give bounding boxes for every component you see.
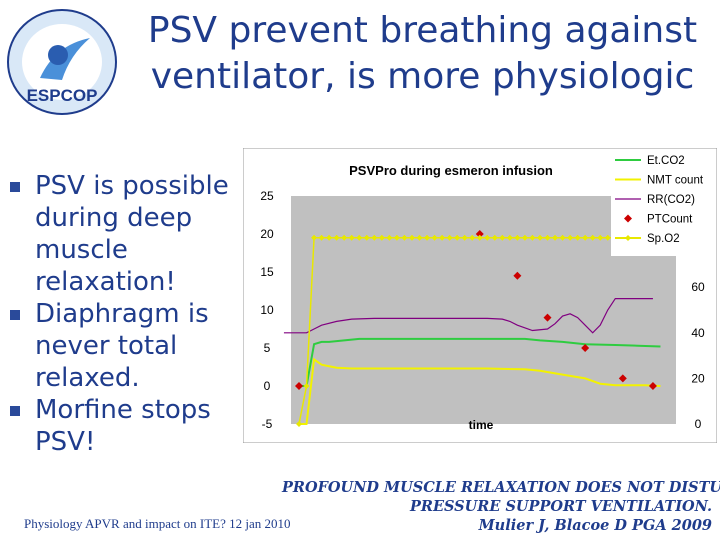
data-point-marker <box>333 234 340 241</box>
legend-label: PTCount <box>647 214 693 226</box>
data-point-marker <box>491 234 498 241</box>
y2-tick-label: 20 <box>691 371 705 385</box>
footer-text: Physiology APVR and impact on ITE? 12 ja… <box>24 516 291 531</box>
x-axis-label: time <box>469 418 494 432</box>
caption-line-2: PRESSURE SUPPORT VENTILATION. <box>410 498 712 515</box>
y-tick-label: 10 <box>260 303 274 317</box>
data-point-marker <box>378 234 385 241</box>
bullet-square-icon <box>10 310 20 320</box>
legend-swatch <box>624 214 632 223</box>
data-point-marker <box>506 234 513 241</box>
data-point-marker <box>393 234 400 241</box>
data-point-marker <box>559 234 566 241</box>
legend-label: RR(CO2) <box>647 194 695 206</box>
psv-chart: PSVPro during esmeron infusion time 25 20… <box>243 148 717 443</box>
data-point-marker <box>416 234 423 241</box>
bullet-square-icon <box>10 406 20 416</box>
data-point-marker <box>581 344 590 352</box>
data-point-marker <box>521 234 528 241</box>
data-point-marker <box>296 421 302 427</box>
caption-line-1: PROFOUND MUSCLE RELAXATION DOES NOT DIST… <box>282 479 720 496</box>
data-point-marker <box>475 230 484 238</box>
data-point-marker <box>454 234 461 241</box>
data-point-marker <box>469 234 476 241</box>
y2-tick-label: 60 <box>691 280 705 294</box>
legend-label: Et.CO2 <box>647 155 685 167</box>
series-line-1 <box>299 357 661 425</box>
bullet-text: Diaphragm is never total relaxed. <box>35 299 209 393</box>
data-point-marker <box>484 234 491 241</box>
title-line-1: PSV prevent breathing against <box>147 10 698 51</box>
chart-title: PSVPro during esmeron infusion <box>349 163 553 178</box>
data-point-marker <box>461 234 468 241</box>
data-point-marker <box>386 234 393 241</box>
data-point-marker <box>544 234 551 241</box>
data-point-marker <box>476 234 483 241</box>
data-point-marker <box>303 383 310 389</box>
espcop-logo: ESPCOP <box>7 9 117 115</box>
data-point-marker <box>341 234 348 241</box>
data-point-marker <box>424 234 431 241</box>
series-line-2 <box>283 298 653 334</box>
data-point-marker <box>439 234 446 241</box>
logo-text: ESPCOP <box>27 86 98 105</box>
data-point-marker <box>356 234 363 241</box>
caption: PROFOUND MUSCLE RELAXATION DOES NOT DIST… <box>282 478 720 535</box>
bullet-item: Morfine stops PSV! <box>10 394 235 458</box>
data-point-marker <box>567 234 574 241</box>
data-point-marker <box>536 234 543 241</box>
y2-tick-label: 0 <box>695 417 702 431</box>
data-point-marker <box>589 234 596 241</box>
bullet-item: Diaphragm is never total relaxed. <box>10 298 235 394</box>
data-point-marker <box>446 234 453 241</box>
data-point-marker <box>363 234 370 241</box>
data-point-marker <box>514 234 521 241</box>
bullet-text: PSV is possible during deep muscle relax… <box>35 171 229 297</box>
bullet-item: PSV is possible during deep muscle relax… <box>10 170 235 298</box>
y2-tick-label: 40 <box>691 326 705 340</box>
data-point-marker <box>618 374 627 383</box>
data-point-marker <box>311 234 318 241</box>
y-tick-label: 25 <box>260 189 274 203</box>
data-point-marker <box>604 234 611 241</box>
y-tick-label: 20 <box>260 227 274 241</box>
data-point-marker <box>513 271 522 280</box>
data-point-marker <box>648 382 657 390</box>
data-point-marker <box>582 234 589 241</box>
data-point-marker <box>401 234 408 241</box>
data-point-marker <box>574 234 581 241</box>
data-point-marker <box>318 234 325 241</box>
data-point-marker <box>597 234 604 241</box>
data-point-marker <box>326 234 333 241</box>
data-point-marker <box>408 234 415 241</box>
y-tick-label: 5 <box>264 341 271 355</box>
bullet-list: PSV is possible during deep muscle relax… <box>10 170 235 458</box>
data-point-marker <box>499 234 506 241</box>
data-point-marker <box>295 382 303 390</box>
data-point-marker <box>529 234 536 241</box>
legend-marker <box>625 235 631 241</box>
y-tick-label: 15 <box>260 265 274 279</box>
data-point-marker <box>371 234 378 241</box>
legend-label: NMT count <box>647 175 704 187</box>
bullet-square-icon <box>10 182 20 192</box>
caption-line-3: Mulier J, Blacoe D PGA 2009 <box>478 517 712 534</box>
title-line-2: ventilator, is more physiologic <box>150 56 695 97</box>
legend-label: Sp.O2 <box>647 233 680 245</box>
data-point-marker <box>348 234 355 241</box>
y-tick-label: -5 <box>262 417 273 431</box>
y-tick-label: 0 <box>264 379 271 393</box>
data-point-marker <box>543 313 552 322</box>
bullet-text: Morfine stops PSV! <box>35 395 211 457</box>
page-title: PSV prevent breathing against ventilator… <box>130 8 715 100</box>
data-point-marker <box>552 234 559 241</box>
data-point-marker <box>431 234 438 241</box>
series-line-0 <box>299 337 661 387</box>
